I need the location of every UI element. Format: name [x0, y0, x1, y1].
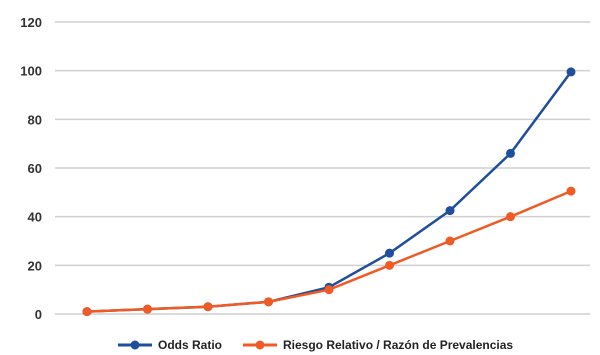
data-point-odds-ratio-9 — [566, 67, 576, 77]
y-tick-label-20: 20 — [28, 258, 42, 273]
legend-item-riesgo-relativo: Riesgo Relativo / Razón de Prevalencias — [243, 338, 513, 352]
data-point-odds-ratio-7 — [445, 206, 455, 216]
data-point-riesgo-relativo-8 — [506, 212, 515, 222]
series-riesgo-relativo — [82, 186, 576, 317]
legend-label-riesgo-relativo: Riesgo Relativo / Razón de Prevalencias — [283, 338, 513, 352]
y-tick-label-0: 0 — [35, 307, 42, 322]
data-point-riesgo-relativo-1 — [82, 307, 92, 317]
y-tick-label-100: 100 — [20, 64, 42, 79]
data-point-odds-ratio-6 — [385, 248, 394, 258]
legend-marker-riesgo-relativo — [255, 340, 265, 350]
legend-label-odds-ratio: Odds Ratio — [158, 338, 222, 352]
data-point-odds-ratio-8 — [506, 148, 515, 158]
y-tick-label-40: 40 — [28, 210, 42, 225]
y-tick-label-120: 120 — [20, 15, 42, 30]
data-point-riesgo-relativo-7 — [445, 236, 455, 246]
data-point-riesgo-relativo-5 — [324, 285, 334, 295]
data-point-riesgo-relativo-2 — [143, 304, 152, 314]
y-axis: 0 20 40 60 80 100 120 — [20, 15, 42, 322]
data-point-riesgo-relativo-9 — [566, 186, 576, 196]
data-point-riesgo-relativo-4 — [264, 297, 273, 307]
series-layer — [82, 67, 576, 317]
legend-item-odds-ratio: Odds Ratio — [118, 338, 222, 352]
y-tick-label-80: 80 — [28, 112, 42, 127]
data-point-riesgo-relativo-6 — [385, 260, 394, 270]
y-tick-label-60: 60 — [28, 161, 42, 176]
series-odds-ratio — [82, 67, 576, 317]
gridlines — [55, 21, 590, 315]
data-point-riesgo-relativo-3 — [203, 302, 213, 312]
series-line-odds-ratio — [86, 71, 573, 313]
legend: Odds Ratio Riesgo Relativo / Razón de Pr… — [118, 338, 513, 352]
legend-marker-odds-ratio — [130, 340, 140, 350]
